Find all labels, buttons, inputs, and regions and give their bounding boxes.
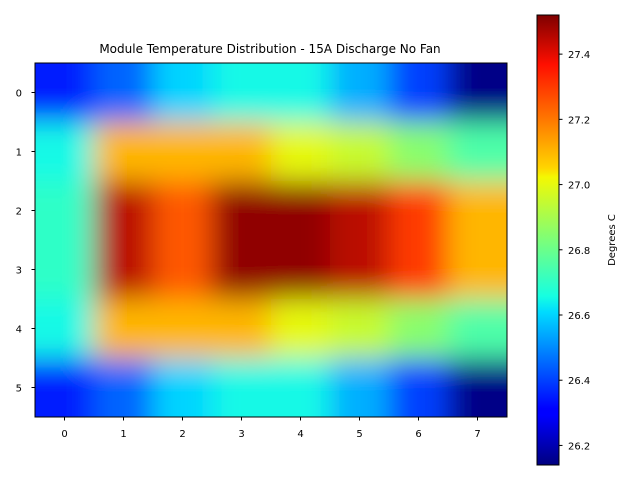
y-tick-label: 4 <box>16 325 22 336</box>
heatmap-cell-r5-c3 <box>212 358 272 417</box>
heatmap-cell-r5-c7 <box>448 358 507 417</box>
y-tick-label: 3 <box>16 266 22 277</box>
heatmap-cell-r2-c1 <box>94 181 154 241</box>
heatmap-edge-pad <box>271 417 331 477</box>
heatmap-cell-r1-c5 <box>330 122 390 182</box>
heatmap-cell-r0-c6 <box>389 63 449 123</box>
x-tick-label: 5 <box>356 429 362 440</box>
heatmap-cell-r2-c3 <box>212 181 272 241</box>
heatmap-cell-r4-c6 <box>389 299 449 359</box>
heatmap-cell-r1-c7 <box>448 122 507 182</box>
colorbar <box>536 14 560 466</box>
heatmap-cell-r4-c0 <box>35 299 95 359</box>
x-tick-label: 7 <box>474 429 480 440</box>
heatmap-cell-r2-c6 <box>389 181 449 241</box>
heatmap-cell-r1-c0 <box>35 122 95 182</box>
heatmap-cell-r3-c3 <box>212 240 272 300</box>
x-tick-label: 1 <box>120 429 126 440</box>
heatmap-cell-r1-c4 <box>271 122 331 182</box>
colorbar-label: Degrees C <box>607 214 618 266</box>
heatmap-cell-r3-c1 <box>94 240 154 300</box>
y-tick-label: 1 <box>16 148 22 159</box>
heatmap-cell-r0-c5 <box>330 63 390 123</box>
colorbar-tick-label: 26.2 <box>568 441 590 452</box>
heatmap-cell-r2-c2 <box>153 181 213 241</box>
heatmap-cell-r4-c4 <box>271 299 331 359</box>
colorbar-tick-label: 26.8 <box>568 246 590 257</box>
x-tick-label: 0 <box>61 429 67 440</box>
heatmap-edge-pad <box>389 417 449 477</box>
heatmap-cell-r3-c5 <box>330 240 390 300</box>
heatmap-cell-r0-c2 <box>153 63 213 123</box>
y-axis: 0 1 2 3 4 5 <box>16 89 35 395</box>
heatmap-edge-pad <box>35 417 95 477</box>
heatmap-cell-r5-c4 <box>271 358 331 417</box>
colorbar-tick-label: 27.0 <box>568 181 590 192</box>
x-tick-label: 2 <box>179 429 185 440</box>
heatmap-cell-r4-c1 <box>94 299 154 359</box>
heatmap-cell-r1-c3 <box>212 122 272 182</box>
x-tick-label: 6 <box>415 429 421 440</box>
plot-area <box>0 63 508 477</box>
heatmap-cell-r3-c7 <box>448 240 507 300</box>
x-axis: 0 1 2 3 4 5 6 7 <box>61 417 481 440</box>
colorbar-tick-label: 26.6 <box>568 311 590 322</box>
heatmap-edge-pad <box>35 63 95 64</box>
heatmap-cell-r0-c4 <box>271 63 331 123</box>
colorbar-axis: 26.2 26.4 26.6 26.8 27.0 27.2 27.4 <box>559 50 590 452</box>
heatmap-edge-pad <box>448 417 508 477</box>
heatmap-cell-r0-c3 <box>212 63 272 123</box>
y-tick-label: 5 <box>16 384 22 395</box>
heatmap-cell-r4-c5 <box>330 299 390 359</box>
heatmap-cell-r5-c0 <box>35 358 95 417</box>
heatmap-cell-r1-c6 <box>389 122 449 182</box>
colorbar-tick-label: 27.2 <box>568 115 590 126</box>
heatmap-cell-r2-c5 <box>330 181 390 241</box>
heatmap-cell-r3-c0 <box>35 240 95 300</box>
x-tick-label: 3 <box>238 429 244 440</box>
plot-frame <box>34 62 508 418</box>
heatmap-cell-r2-c7 <box>448 181 507 241</box>
heatmap-cell-r5-c2 <box>153 358 213 417</box>
heatmap-edge-pad <box>35 63 36 64</box>
heatmap-cell-r0-c0 <box>35 63 95 123</box>
chart-title: Module Temperature Distribution - 15A Di… <box>99 42 440 56</box>
heatmap-cell-r3-c6 <box>389 240 449 300</box>
heatmap-cell-r0-c7 <box>448 63 507 123</box>
heatmap-cell-r3-c2 <box>153 240 213 300</box>
heatmap-edge-pad <box>0 417 36 477</box>
heatmap-cell-r1-c2 <box>153 122 213 182</box>
y-tick-label: 0 <box>16 89 22 100</box>
colorbar-tick-label: 27.4 <box>568 50 590 61</box>
heatmap-cell-r2-c0 <box>35 181 95 241</box>
heatmap-edge-pad <box>448 63 507 64</box>
colorbar-tick-label: 26.4 <box>568 376 590 387</box>
heatmap-cell-r4-c2 <box>153 299 213 359</box>
heatmap-cell-r5-c1 <box>94 358 154 417</box>
heatmap-cell-r0-c1 <box>94 63 154 123</box>
heatmap-cell-r4-c3 <box>212 299 272 359</box>
y-tick-label: 2 <box>16 207 22 218</box>
heatmap-edge-pad <box>212 417 272 477</box>
heatmap-edge-pad <box>94 417 154 477</box>
heatmap-edge-pad <box>153 417 213 477</box>
heatmap-edge-pad <box>330 417 390 477</box>
heatmap-cell-r1-c1 <box>94 122 154 182</box>
heatmap-cell-r5-c6 <box>389 358 449 417</box>
heatmap-cell-r2-c4 <box>271 181 331 241</box>
heatmap-cell-r4-c7 <box>448 299 507 359</box>
heatmap-cell-r5-c5 <box>330 358 390 417</box>
x-tick-label: 4 <box>297 429 303 440</box>
heatmap-cell-r3-c4 <box>271 240 331 300</box>
